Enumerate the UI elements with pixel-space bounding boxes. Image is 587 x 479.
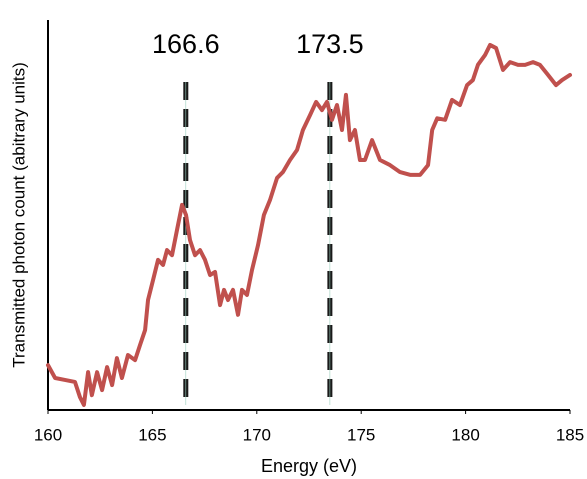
x-tick-label: 175 bbox=[347, 425, 375, 444]
x-tick-label: 165 bbox=[138, 425, 166, 444]
data-line bbox=[46, 42, 572, 407]
x-tick-label: 185 bbox=[556, 425, 584, 444]
x-tick-label: 160 bbox=[34, 425, 62, 444]
y-axis-title: Transmitted photon count (abitrary units… bbox=[9, 62, 28, 368]
x-axis-title: Energy (eV) bbox=[261, 456, 357, 476]
marker-label: 173.5 bbox=[296, 29, 364, 59]
x-tick-label: 180 bbox=[451, 425, 479, 444]
marker-label: 166.6 bbox=[152, 29, 220, 59]
x-tick-label: 170 bbox=[243, 425, 271, 444]
